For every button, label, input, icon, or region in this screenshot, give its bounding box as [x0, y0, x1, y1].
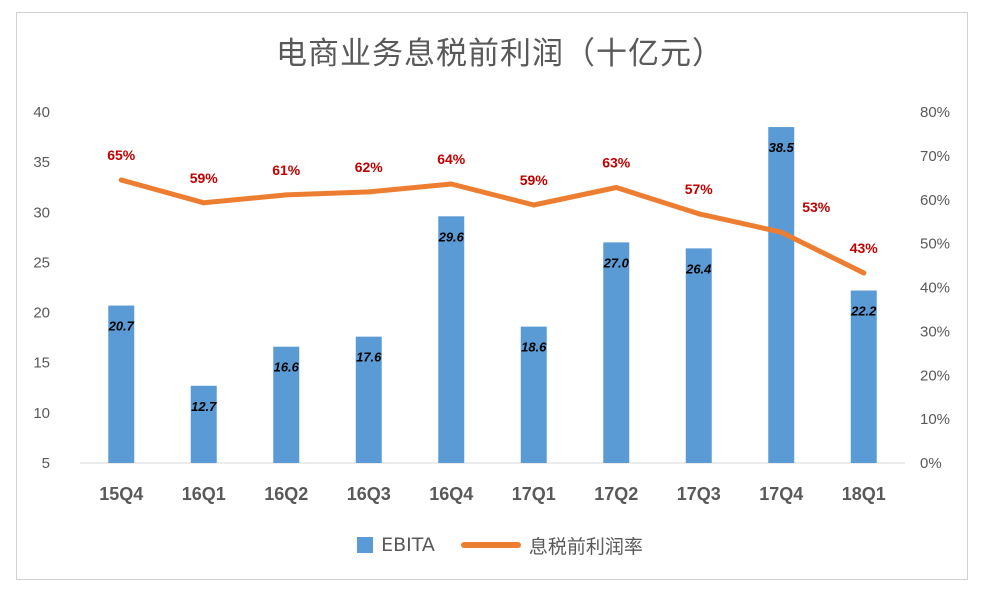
x-tick-label: 16Q3	[347, 484, 391, 504]
line-data-label: 43%	[850, 240, 879, 256]
bar-data-label: 12.7	[191, 399, 217, 414]
y-left-tick-label: 35	[33, 154, 50, 171]
legend-swatch-line	[460, 542, 521, 548]
bar-ebita	[108, 305, 135, 463]
bar-data-label: 18.6	[521, 340, 547, 355]
x-tick-label: 17Q3	[677, 484, 721, 504]
y-left-tick-label: 25	[33, 254, 50, 271]
x-tick-label: 17Q2	[594, 484, 638, 504]
bar-ebita	[190, 385, 217, 463]
line-data-label: 53%	[802, 199, 831, 215]
point-margin	[118, 177, 124, 183]
y-left-tick-label: 15	[33, 355, 50, 372]
bar-data-label: 38.5	[769, 140, 795, 155]
y-left-tick-label: 40	[33, 104, 50, 121]
x-tick-label: 15Q4	[99, 484, 143, 504]
y-right-tick-label: 80%	[920, 104, 950, 121]
legend-label-ebita: EBITA	[381, 534, 435, 556]
bar-ebita	[603, 242, 630, 463]
x-tick-label: 17Q4	[759, 484, 803, 504]
y-right-tick-label: 60%	[920, 192, 950, 209]
point-margin	[696, 211, 702, 217]
bar-data-label: 27.0	[603, 255, 630, 270]
y-right-tick-label: 50%	[920, 236, 950, 253]
point-margin	[613, 184, 619, 190]
line-data-label: 61%	[272, 162, 301, 178]
y-left-tick-label: 30	[33, 204, 50, 221]
y-left-tick-label: 5	[42, 455, 50, 472]
bar-data-label: 29.6	[438, 229, 465, 244]
bar-ebita	[850, 290, 877, 463]
bar-ebita	[768, 127, 795, 464]
bar-data-label: 16.6	[274, 360, 300, 375]
line-data-label: 59%	[190, 170, 219, 186]
legend-swatch-bar	[357, 537, 374, 553]
chart-legend: EBITA 息税前利润率	[0, 532, 1000, 558]
legend-item-ebita: EBITA	[357, 534, 435, 556]
bar-ebita	[355, 336, 382, 463]
line-data-label: 62%	[355, 159, 384, 175]
bar-data-label: 26.4	[685, 261, 712, 276]
legend-item-margin: 息税前利润率	[460, 532, 643, 559]
chart-title: 电商业务息税前利润（十亿元）	[276, 36, 724, 72]
y-left-tick-label: 10	[33, 405, 50, 422]
point-margin	[201, 200, 207, 206]
x-tick-label: 16Q1	[182, 484, 226, 504]
bar-ebita	[438, 216, 465, 463]
y-left-tick-label: 20	[33, 305, 50, 322]
line-data-label: 63%	[602, 154, 631, 170]
x-tick-label: 17Q1	[512, 484, 556, 504]
bar-ebita	[520, 326, 547, 463]
x-tick-label: 18Q1	[842, 484, 886, 504]
point-margin	[448, 181, 454, 187]
line-data-label: 65%	[107, 147, 136, 163]
chart-frame	[16, 12, 968, 580]
x-tick-label: 16Q2	[264, 484, 308, 504]
bar-ebita	[685, 248, 712, 463]
bar-data-label: 22.2	[850, 304, 877, 319]
y-right-tick-label: 40%	[920, 280, 950, 297]
point-margin	[861, 270, 867, 276]
point-margin	[283, 192, 289, 198]
line-margin	[118, 177, 867, 276]
x-tick-label: 16Q4	[429, 484, 473, 504]
bar-ebita	[273, 346, 300, 463]
bar-data-label: 20.7	[108, 319, 135, 334]
line-data-label: 57%	[685, 181, 714, 197]
bar-data-label: 17.6	[356, 350, 382, 365]
point-margin	[531, 202, 537, 208]
y-right-tick-label: 10%	[920, 411, 950, 428]
y-right-tick-label: 0%	[920, 455, 942, 472]
legend-label-margin: 息税前利润率	[528, 535, 643, 558]
point-margin	[366, 189, 372, 195]
line-data-label: 59%	[520, 172, 549, 188]
y-right-tick-label: 20%	[920, 367, 950, 384]
y-right-tick-label: 30%	[920, 323, 950, 340]
point-margin	[778, 229, 784, 235]
line-data-label: 64%	[437, 151, 466, 167]
y-right-tick-label: 70%	[920, 148, 950, 165]
